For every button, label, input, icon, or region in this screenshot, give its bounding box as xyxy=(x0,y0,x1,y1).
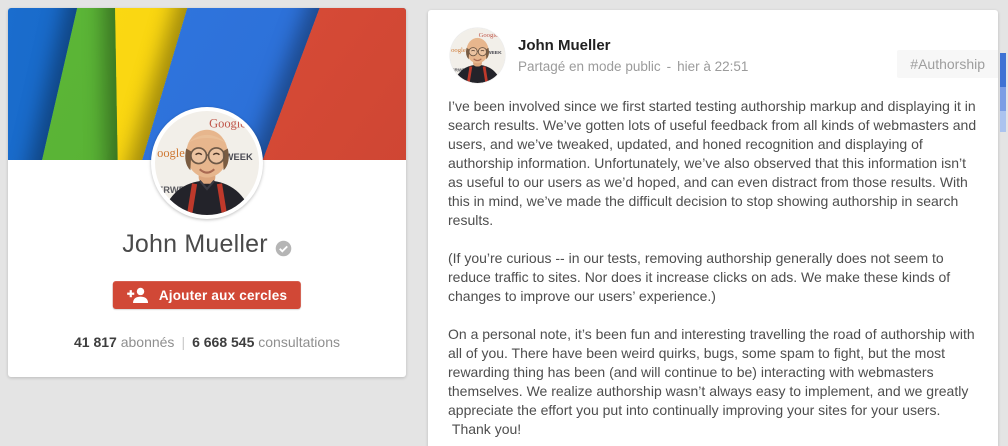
svg-text:WEEK: WEEK xyxy=(487,50,502,56)
post-author-name[interactable]: John Mueller xyxy=(518,37,611,54)
verified-badge-icon xyxy=(275,235,292,257)
post-body: I’ve been involved since we first starte… xyxy=(448,97,984,439)
meta-separator: - xyxy=(666,59,672,74)
scrollbar-thumb-dark-segment xyxy=(1000,53,1006,87)
add-to-circles-label: Ajouter aux cercles xyxy=(158,287,288,303)
post-paragraph-2: (If you’re curious -- in our tests, remo… xyxy=(448,250,955,304)
scrollbar-thumb-medium-segment xyxy=(1000,87,1006,111)
svg-text:Google: Google xyxy=(479,32,498,39)
followers-label: abonnés xyxy=(120,334,175,350)
post-author-avatar-photo: Google oogle WEEK ERWEEK le xyxy=(450,28,505,83)
svg-text:oogle: oogle xyxy=(451,47,466,54)
followers-count: 41 817 xyxy=(74,334,117,350)
svg-text:ERWEEK: ERWEEK xyxy=(157,185,198,195)
add-to-circles-button[interactable]: Ajouter aux cercles xyxy=(112,281,302,309)
post-paragraph-1: I’ve been involved since we first starte… xyxy=(448,98,981,228)
post-author-avatar[interactable]: Google oogle WEEK ERWEEK le xyxy=(450,28,505,83)
svg-text:oogle: oogle xyxy=(157,146,185,160)
profile-avatar[interactable]: Google oogle WEEK ERWEEK le xyxy=(151,107,263,219)
stats-separator: | xyxy=(181,334,186,350)
share-scope: Partagé en mode public xyxy=(518,59,661,74)
post-card: Google oogle WEEK ERWEEK le xyxy=(428,10,998,446)
profile-card: Google oogle WEEK ERWEEK le xyxy=(8,8,406,377)
page-scrollbar-track[interactable] xyxy=(1000,0,1008,446)
scrollbar-thumb-light-segment xyxy=(1000,111,1006,132)
profile-name: John Mueller xyxy=(122,230,268,258)
views-label: consultations xyxy=(258,334,340,350)
profile-name-row: John Mueller xyxy=(8,230,406,259)
post-paragraph-3: On a personal note, it’s been fun and in… xyxy=(448,326,975,437)
post-header: Google oogle WEEK ERWEEK le xyxy=(428,10,998,83)
svg-text:WEEK: WEEK xyxy=(225,152,253,162)
views-count: 6 668 545 xyxy=(192,334,255,350)
profile-stats: 41 817 abonnés | 6 668 545 consultations xyxy=(8,334,406,350)
person-add-icon xyxy=(127,287,149,303)
page-scrollbar-thumb[interactable] xyxy=(1000,53,1006,132)
post-meta: Partagé en mode public - hier à 22:51 xyxy=(518,59,978,74)
profile-avatar-photo: Google oogle WEEK ERWEEK le xyxy=(155,111,259,215)
post-timestamp: hier à 22:51 xyxy=(677,59,749,74)
svg-text:Google: Google xyxy=(209,117,246,131)
hashtag-chip[interactable]: #Authorship xyxy=(897,50,998,78)
